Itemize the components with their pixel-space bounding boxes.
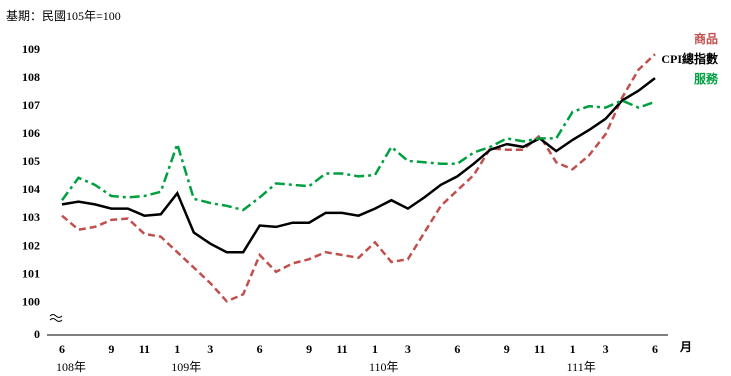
y-tick-label: 108 — [22, 70, 40, 84]
x-tick-label: 6 — [257, 342, 263, 356]
x-tick-label: 3 — [405, 342, 411, 356]
series-line — [60, 99, 656, 212]
y-tick-label: 102 — [22, 238, 40, 252]
y-tick-label: 100 — [22, 294, 40, 308]
y-tick-label: 109 — [22, 42, 40, 56]
x-tick-label: 3 — [207, 342, 213, 356]
series-line — [61, 53, 656, 303]
x-tick-label: 9 — [306, 342, 312, 356]
y-tick-label: 107 — [22, 98, 40, 112]
legend-label: 服務 — [694, 71, 719, 86]
baseline-label: 0 — [34, 327, 40, 341]
year-label: 111年 — [567, 360, 596, 374]
x-tick-label: 6 — [59, 342, 65, 356]
x-tick-label: 1 — [570, 342, 576, 356]
legend-label: CPI總指數 — [661, 51, 718, 66]
year-label: 109年 — [171, 360, 201, 374]
x-tick-label: 1 — [372, 342, 378, 356]
y-tick-label: 104 — [22, 182, 40, 196]
y-tick-label: 103 — [22, 210, 40, 224]
x-tick-label: 9 — [504, 342, 510, 356]
legend-label: 商品 — [694, 31, 718, 46]
year-label: 110年 — [369, 360, 399, 374]
y-tick-label: 101 — [22, 266, 40, 280]
x-tick-label: 9 — [108, 342, 114, 356]
x-tick-label: 11 — [534, 342, 545, 356]
x-axis-label: 月 — [679, 340, 692, 354]
x-tick-label: 11 — [336, 342, 347, 356]
series-line — [61, 77, 656, 254]
x-tick-label: 3 — [603, 342, 609, 356]
x-tick-label: 6 — [454, 342, 460, 356]
y-tick-label: 105 — [22, 154, 40, 168]
x-tick-label: 11 — [139, 342, 150, 356]
x-tick-label: 1 — [174, 342, 180, 356]
axis-break — [49, 314, 63, 322]
chart-subtitle: 基期：民國105年=100 — [6, 9, 121, 23]
y-tick-label: 106 — [22, 126, 40, 140]
x-tick-label: 6 — [652, 342, 658, 356]
year-label: 108年 — [56, 360, 86, 374]
